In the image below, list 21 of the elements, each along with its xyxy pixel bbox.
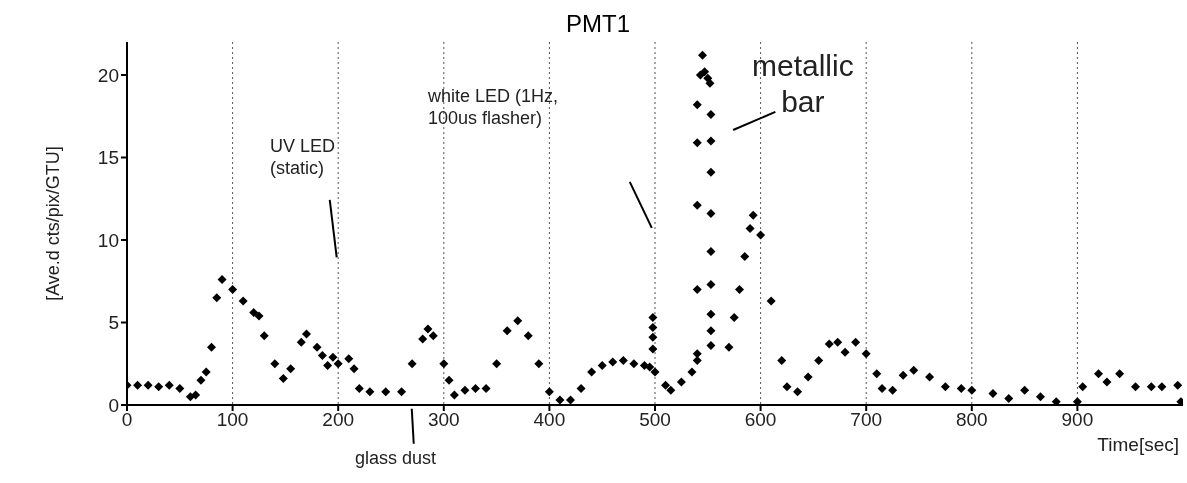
y-tick-label: 10 <box>97 229 119 251</box>
x-tick-label: 200 <box>322 409 355 431</box>
annotation: UV LED (static) <box>270 136 336 180</box>
y-tick-label: 20 <box>97 64 119 86</box>
x-tick-label: 100 <box>216 409 249 431</box>
x-tick-label: 500 <box>639 409 671 431</box>
x-tick-label: 300 <box>427 409 460 431</box>
x-axis-title: Time[sec] <box>1097 434 1179 455</box>
x-tick-label: 700 <box>850 409 883 431</box>
y-tick-label: 15 <box>97 147 119 169</box>
text: glass dust <box>355 448 437 470</box>
y-axis-title: [Ave.d cts/pix/GTU] <box>43 146 64 301</box>
x-tick-label: 600 <box>744 409 777 431</box>
x-tick-label: 900 <box>1061 409 1094 431</box>
chart-title: PMT1 <box>565 10 631 38</box>
x-tick-label: 400 <box>533 409 566 431</box>
x-tick-label: 800 <box>955 409 988 431</box>
annotation: white LED (1Hz, 100us flasher) <box>428 86 559 130</box>
annotation: metallic bar <box>752 48 854 120</box>
y-tick-label: 0 <box>108 394 119 416</box>
y-tick-label: 5 <box>108 312 119 334</box>
